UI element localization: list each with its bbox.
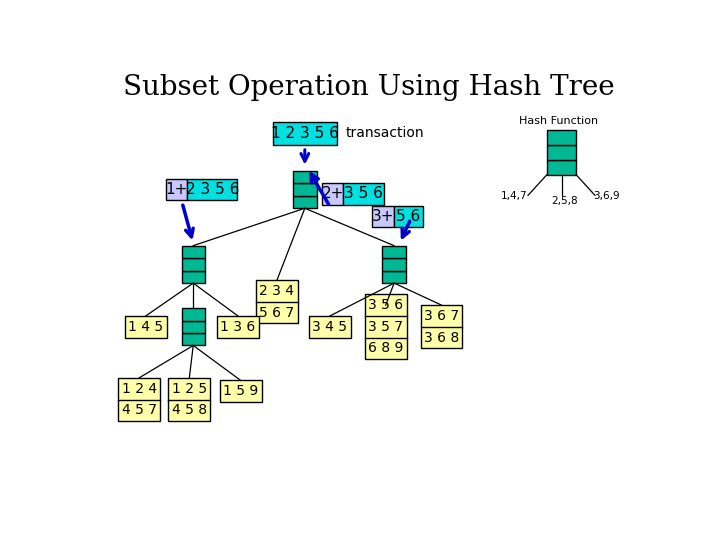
FancyBboxPatch shape xyxy=(372,206,394,227)
FancyBboxPatch shape xyxy=(293,183,317,196)
Text: 1+: 1+ xyxy=(166,182,188,197)
FancyBboxPatch shape xyxy=(181,321,205,333)
Text: 3 5 7: 3 5 7 xyxy=(368,320,403,334)
FancyBboxPatch shape xyxy=(547,160,576,174)
FancyBboxPatch shape xyxy=(382,246,406,258)
FancyBboxPatch shape xyxy=(217,316,258,338)
Text: Hash Function: Hash Function xyxy=(519,116,598,126)
Text: 5 6: 5 6 xyxy=(396,209,420,224)
Text: transaction: transaction xyxy=(346,126,424,140)
FancyBboxPatch shape xyxy=(181,271,205,283)
Text: 4 5 7: 4 5 7 xyxy=(122,403,157,417)
FancyBboxPatch shape xyxy=(309,316,351,338)
FancyBboxPatch shape xyxy=(547,130,576,145)
Text: 3 5 6: 3 5 6 xyxy=(344,186,383,201)
FancyBboxPatch shape xyxy=(420,305,462,348)
Text: 1 2 5: 1 2 5 xyxy=(172,382,207,396)
FancyBboxPatch shape xyxy=(118,378,160,421)
Text: 3 4 5: 3 4 5 xyxy=(312,320,348,334)
FancyBboxPatch shape xyxy=(382,258,406,271)
Text: 1 3 6: 1 3 6 xyxy=(220,320,256,334)
Text: 3,6,9: 3,6,9 xyxy=(593,191,619,201)
Text: 1,4,7: 1,4,7 xyxy=(501,191,527,201)
FancyBboxPatch shape xyxy=(394,206,423,227)
FancyBboxPatch shape xyxy=(125,316,167,338)
FancyBboxPatch shape xyxy=(181,333,205,346)
FancyBboxPatch shape xyxy=(343,183,384,205)
FancyBboxPatch shape xyxy=(187,179,238,200)
Text: 2+: 2+ xyxy=(322,186,344,201)
FancyBboxPatch shape xyxy=(168,378,210,421)
Text: 6 8 9: 6 8 9 xyxy=(368,341,403,355)
Text: 1 2 4: 1 2 4 xyxy=(122,382,157,396)
FancyBboxPatch shape xyxy=(181,246,205,258)
FancyBboxPatch shape xyxy=(322,183,343,205)
FancyBboxPatch shape xyxy=(382,271,406,283)
Text: 4 5 8: 4 5 8 xyxy=(172,403,207,417)
FancyBboxPatch shape xyxy=(273,122,337,145)
FancyBboxPatch shape xyxy=(293,171,317,183)
FancyBboxPatch shape xyxy=(547,145,576,160)
Text: 1 4 5: 1 4 5 xyxy=(128,320,163,334)
Text: 3 5 6: 3 5 6 xyxy=(368,298,403,312)
FancyBboxPatch shape xyxy=(293,196,317,208)
Text: 3+: 3+ xyxy=(372,209,395,224)
Text: 3 6 7: 3 6 7 xyxy=(424,309,459,323)
FancyBboxPatch shape xyxy=(256,280,298,323)
Text: 1 5 9: 1 5 9 xyxy=(223,384,258,398)
Text: 5 6 7: 5 6 7 xyxy=(259,306,294,320)
FancyBboxPatch shape xyxy=(220,380,261,402)
Text: 2,5,8: 2,5,8 xyxy=(551,196,577,206)
FancyBboxPatch shape xyxy=(181,258,205,271)
Text: Subset Operation Using Hash Tree: Subset Operation Using Hash Tree xyxy=(123,74,615,101)
Text: 3 6 8: 3 6 8 xyxy=(424,330,459,345)
Text: 1 2 3 5 6: 1 2 3 5 6 xyxy=(271,126,339,141)
Text: 2 3 4: 2 3 4 xyxy=(259,284,294,298)
FancyBboxPatch shape xyxy=(365,294,407,359)
FancyBboxPatch shape xyxy=(181,308,205,321)
Text: 2 3 5 6: 2 3 5 6 xyxy=(186,182,239,197)
FancyBboxPatch shape xyxy=(166,179,187,200)
